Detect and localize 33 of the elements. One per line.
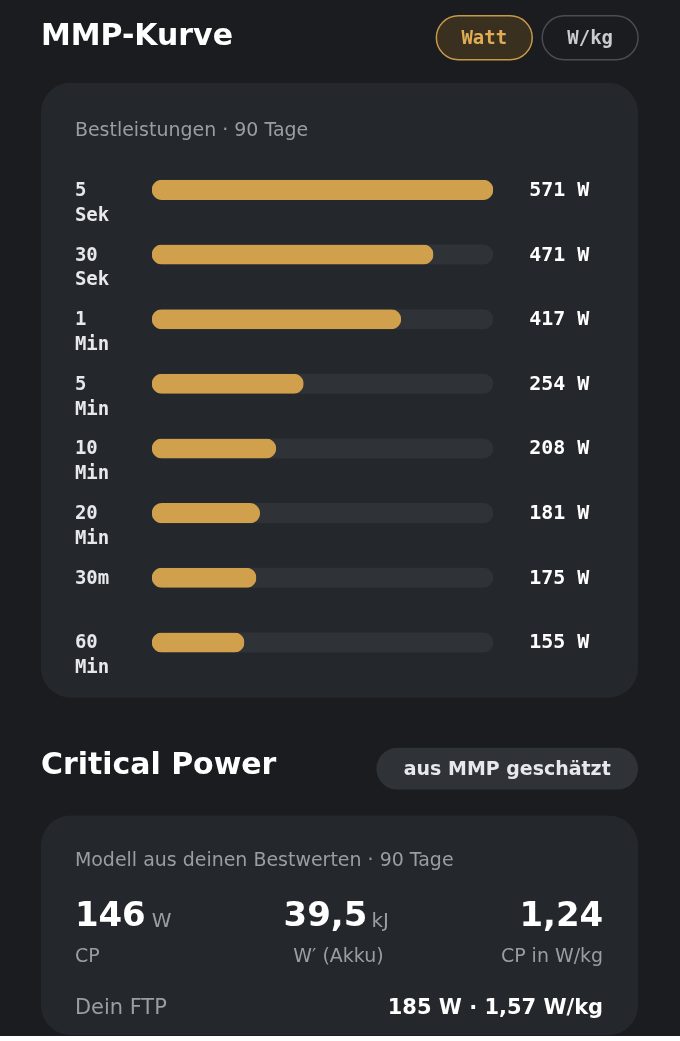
chart-subtitle: Bestleistungen · 90 Tage [74,117,309,140]
data-label: 254 W [529,370,591,395]
text: Dein FTP [74,995,167,1020]
data-label: 181 W [529,500,591,525]
data-label: 417 W [529,306,591,331]
y-tick-label: 1 Min [74,307,110,355]
text: W [151,908,172,933]
text: 39,5 [283,894,368,935]
text: 146 [74,894,146,935]
text: kJ [371,908,389,933]
data-label: 471 W [529,241,591,266]
text: CP in W/kg [500,944,604,967]
y-tick-label: 30 Sek [74,242,110,290]
y-tick-label: 20 Min [74,501,110,549]
text: Critical Power [40,745,277,781]
text: 1,24 [519,894,604,935]
data-label: 208 W [529,435,591,460]
text: 185 W · 1,57 W/kg [387,995,604,1020]
data-label: 155 W [529,629,591,654]
text: aus MMP geschätzt [403,756,611,779]
y-tick-label: 30m [74,565,110,588]
text: Watt [461,25,508,48]
text: CP [74,944,100,967]
text: Modell aus deinen Bestwerten · 90 Tage [74,848,454,871]
data-label: 175 W [529,564,591,589]
data-label: 571 W [529,176,591,201]
y-tick-label: 60 Min [74,630,110,678]
y-tick-label: 10 Min [74,436,110,484]
text: W/kg [567,25,613,48]
y-tick-label: 5 Sek [74,177,110,225]
chart-title: MMP-Kurve [40,16,233,52]
text: W′ (Akku) [293,944,384,967]
y-tick-label: 5 Min [74,371,110,419]
